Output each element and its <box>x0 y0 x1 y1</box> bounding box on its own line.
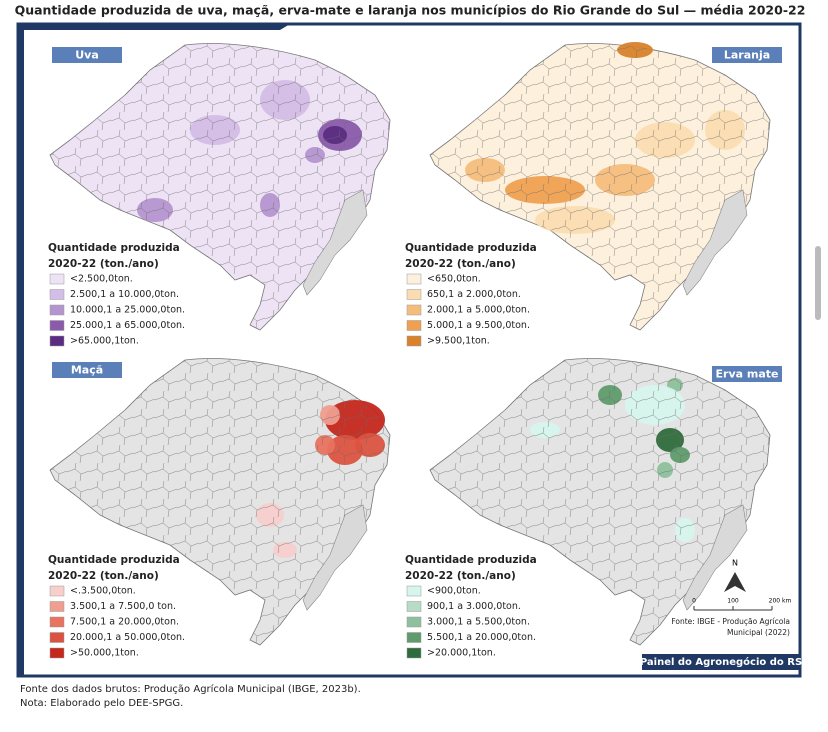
legend-label: 20.000,1 a 50.000,0ton. <box>70 632 185 643</box>
panel-label: Maçã <box>71 364 103 377</box>
legend-label: 10.000,1 a 25.000,0ton. <box>70 305 185 316</box>
legend-label: <2.500,0ton. <box>70 274 133 285</box>
panel-label-box <box>52 362 122 378</box>
legend-title: 2020-22 (ton./ano) <box>48 570 159 582</box>
legend-title: Quantidade produzida <box>48 554 180 566</box>
scale-label: 200 km <box>769 598 792 605</box>
panel-label: Uva <box>75 49 99 62</box>
legend-title: 2020-22 (ton./ano) <box>48 258 159 270</box>
legend-label: >65.000,1ton. <box>70 336 139 347</box>
legend-label: >9.500,1ton. <box>427 336 490 347</box>
title: Quantidade produzida de uva, maçã, erva-… <box>15 3 806 18</box>
legend-swatch <box>406 616 422 628</box>
legend-label: 2.000,1 a 5.000,0ton. <box>427 305 530 316</box>
legend-swatch <box>49 601 65 612</box>
legend-label: 650,1 a 2.000,0ton. <box>427 289 521 300</box>
map-source: Municipal (2022) <box>727 628 790 637</box>
legend-swatch <box>49 273 65 285</box>
legend-swatch <box>49 632 65 643</box>
north-label: N <box>732 559 738 568</box>
legend-swatch <box>406 320 422 331</box>
north-arrow: N <box>724 559 746 592</box>
panels: Uva Quantidade produzida 2020-22 (ton./ano… <box>48 42 782 659</box>
legend-swatch <box>406 632 422 643</box>
map-panel: Erva mate Quantidade produzida 2020-22 (to… <box>405 357 782 659</box>
legend-label: 3.000,1 a 5.500,0ton. <box>427 617 530 628</box>
map <box>429 42 771 331</box>
panel-label: Laranja <box>724 49 770 62</box>
legend-swatch <box>406 601 422 612</box>
legend-label: 25.000,1 a 65.000,0ton. <box>70 320 185 331</box>
legend-swatch <box>49 647 65 659</box>
scale-label: 0 <box>692 598 696 605</box>
panel-label-box <box>52 47 122 63</box>
legend-label: <650,0ton. <box>427 274 481 285</box>
brand-box <box>642 654 800 670</box>
legend-swatch <box>49 585 65 597</box>
map <box>49 42 391 331</box>
legend-label: 3.500,1 a 7.500,0 ton. <box>70 601 176 612</box>
brand: Painel do Agronegócio do RS <box>640 656 802 668</box>
legend-swatch <box>49 320 65 331</box>
legend-swatch <box>406 304 422 316</box>
legend-swatch <box>406 335 422 347</box>
footer-line: Nota: Elaborado pelo DEE-SPGG. <box>20 698 183 709</box>
panel-label-box <box>712 47 782 63</box>
map-panel: Laranja Quantidade produzida 2020-22 (ton.… <box>405 42 782 347</box>
scrollbar[interactable] <box>815 246 821 320</box>
legend-swatch <box>49 289 65 300</box>
legend-title: Quantidade produzida <box>48 242 180 254</box>
legend-swatch <box>49 304 65 316</box>
legend-title: 2020-22 (ton./ano) <box>405 258 516 270</box>
legend-label: >50.000,1ton. <box>70 648 139 659</box>
scale-bar: 0 100 200 km <box>692 598 791 611</box>
map-source: Fonte: IBGE - Produção Agrícola <box>671 617 790 626</box>
legend-title: Quantidade produzida <box>405 554 537 566</box>
legend-label: <.3.500,0ton. <box>70 586 136 597</box>
legend-label: 7.500,1 a 20.000,0ton. <box>70 617 179 628</box>
legend-swatch <box>406 647 422 659</box>
panel-label-box <box>712 366 782 382</box>
map <box>429 357 771 646</box>
scale-label: 100 <box>727 598 739 605</box>
legend-swatch <box>406 273 422 285</box>
legend-label: 5.000,1 a 9.500,0ton. <box>427 320 530 331</box>
legend-label: 5.500,1 a 20.000,0ton. <box>427 632 536 643</box>
legend-title: 2020-22 (ton./ano) <box>405 570 516 582</box>
legend-swatch <box>406 585 422 597</box>
footer-line: Fonte dos dados brutos: Produção Agrícol… <box>20 683 361 695</box>
map-panel: Maçã Quantidade produzida 2020-22 (ton./an… <box>48 357 391 659</box>
legend-label: 900,1 a 3.000,0ton. <box>427 601 521 612</box>
legend-label: <900,0ton. <box>427 586 481 597</box>
legend-label: >20.000,1ton. <box>427 648 496 659</box>
legend-title: Quantidade produzida <box>405 242 537 254</box>
legend-label: 2.500,1 a 10.000,0ton. <box>70 289 179 300</box>
map <box>49 357 391 646</box>
legend-swatch <box>49 616 65 628</box>
panel-label: Erva mate <box>716 368 779 381</box>
legend-swatch <box>406 289 422 300</box>
legend-swatch <box>49 335 65 347</box>
map-panel: Uva Quantidade produzida 2020-22 (ton./ano… <box>48 42 391 347</box>
